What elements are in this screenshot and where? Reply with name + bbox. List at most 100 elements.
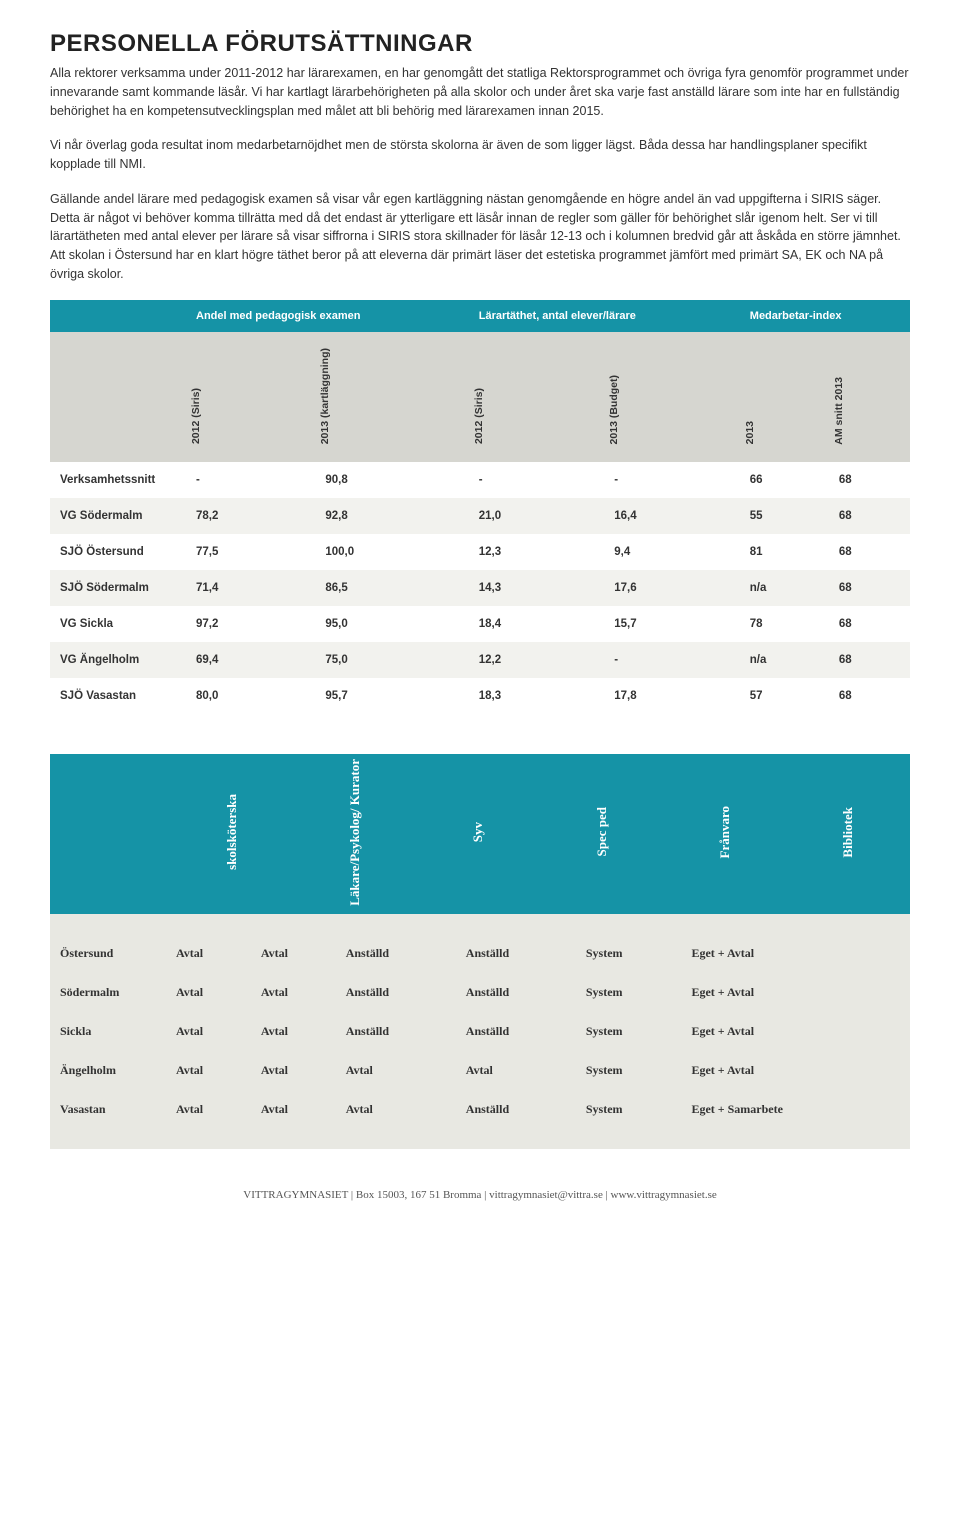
paragraph-2: Vi når överlag goda resultat inom medarb… (50, 136, 910, 174)
cell: 80,0 (190, 678, 319, 714)
t2-col-header-1: skolsköterska (170, 754, 293, 914)
cell: 66 (744, 462, 833, 498)
cell: Eget + Avtal (685, 1012, 910, 1051)
cell: Eget + Avtal (685, 934, 910, 973)
table-2-header-row: skolsköterska Läkare/Psykolog/ Kurator S… (50, 754, 910, 914)
group-header-3: Medarbetar-index (744, 300, 910, 332)
cell: 68 (833, 570, 910, 606)
row-label: VG Södermalm (50, 498, 190, 534)
cell: Avtal (255, 1051, 340, 1090)
table-2: skolsköterska Läkare/Psykolog/ Kurator S… (50, 754, 910, 1149)
t2-col-header-2: Läkare/Psykolog/ Kurator (293, 754, 416, 914)
cell: 100,0 (319, 534, 472, 570)
table-row: VG Södermalm78,292,821,016,45568 (50, 498, 910, 534)
cell: - (190, 462, 319, 498)
cell: Anställd (340, 934, 460, 973)
cell: n/a (744, 642, 833, 678)
cell: Eget + Avtal (685, 973, 910, 1012)
cell: 95,7 (319, 678, 472, 714)
t2-col-header-5: Frånvaro (663, 754, 786, 914)
table-row: SödermalmAvtalAvtalAnställdAnställdSyste… (50, 973, 910, 1012)
row-label: VG Sickla (50, 606, 190, 642)
table-row: VasastanAvtalAvtalAvtalAnställdSystemEge… (50, 1090, 910, 1129)
cell: System (580, 1012, 686, 1051)
cell: - (608, 642, 744, 678)
cell: 57 (744, 678, 833, 714)
t2-col-header-3: Syv (417, 754, 540, 914)
col-header-empty (50, 332, 190, 462)
table-1-col-header-row: 2012 (Siris) 2013 (kartläggning) 2012 (S… (50, 332, 910, 462)
document-page: PERSONELLA FÖRUTSÄTTNINGAR Alla rektorer… (0, 0, 960, 1221)
group-header-empty (50, 300, 190, 332)
cell: Avtal (255, 934, 340, 973)
cell: Anställd (460, 1012, 580, 1051)
cell: System (580, 934, 686, 973)
cell: 68 (833, 642, 910, 678)
cell: Eget + Samarbete (685, 1090, 910, 1129)
cell: 55 (744, 498, 833, 534)
col-header-5: 2013 (744, 332, 833, 462)
col-header-6: AM snitt 2013 (833, 332, 910, 462)
row-label: SJÖ Södermalm (50, 570, 190, 606)
cell: 21,0 (473, 498, 609, 534)
cell: 97,2 (190, 606, 319, 642)
cell: 90,8 (319, 462, 472, 498)
col-header-4: 2013 (Budget) (608, 332, 744, 462)
group-header-1: Andel med pedagogisk examen (190, 300, 473, 332)
table-row: VG Ängelholm69,475,012,2-n/a68 (50, 642, 910, 678)
table-row: VG Sickla97,295,018,415,77868 (50, 606, 910, 642)
row-label: Ängelholm (50, 1051, 170, 1090)
row-label: Vasastan (50, 1090, 170, 1129)
cell: 81 (744, 534, 833, 570)
cell: 68 (833, 606, 910, 642)
table-2-body: ÖstersundAvtalAvtalAnställdAnställdSyste… (50, 934, 910, 1129)
cell: Eget + Avtal (685, 1051, 910, 1090)
cell: - (608, 462, 744, 498)
cell: 86,5 (319, 570, 472, 606)
table-row: ÖstersundAvtalAvtalAnställdAnställdSyste… (50, 934, 910, 973)
cell: 17,8 (608, 678, 744, 714)
cell: 16,4 (608, 498, 744, 534)
cell: 68 (833, 534, 910, 570)
cell: Anställd (460, 1090, 580, 1129)
table-row: SJÖ Vasastan80,095,718,317,85768 (50, 678, 910, 714)
col-header-3: 2012 (Siris) (473, 332, 609, 462)
paragraph-1: Alla rektorer verksamma under 2011-2012 … (50, 64, 910, 120)
row-label: SJÖ Östersund (50, 534, 190, 570)
cell: 95,0 (319, 606, 472, 642)
cell: Avtal (255, 1012, 340, 1051)
table-1-group-header-row: Andel med pedagogisk examen Lärartäthet,… (50, 300, 910, 332)
cell: Avtal (340, 1090, 460, 1129)
group-header-2: Lärartäthet, antal elever/lärare (473, 300, 744, 332)
col-header-2: 2013 (kartläggning) (319, 332, 472, 462)
cell: 9,4 (608, 534, 744, 570)
table-row: ÄngelholmAvtalAvtalAvtalAvtalSystemEget … (50, 1051, 910, 1090)
cell: System (580, 1090, 686, 1129)
row-label: Södermalm (50, 973, 170, 1012)
cell: Avtal (255, 973, 340, 1012)
cell: 77,5 (190, 534, 319, 570)
cell: Anställd (460, 934, 580, 973)
cell: Avtal (460, 1051, 580, 1090)
cell: 68 (833, 462, 910, 498)
table-row: SJÖ Södermalm71,486,514,317,6n/a68 (50, 570, 910, 606)
cell: 78,2 (190, 498, 319, 534)
cell: 69,4 (190, 642, 319, 678)
cell: 92,8 (319, 498, 472, 534)
row-label: Östersund (50, 934, 170, 973)
cell: Avtal (255, 1090, 340, 1129)
page-title: PERSONELLA FÖRUTSÄTTNINGAR (50, 30, 910, 58)
cell: 12,2 (473, 642, 609, 678)
cell: 12,3 (473, 534, 609, 570)
cell: 17,6 (608, 570, 744, 606)
cell: 14,3 (473, 570, 609, 606)
table-row: SJÖ Östersund77,5100,012,39,48168 (50, 534, 910, 570)
paragraph-3: Gällande andel lärare med pedagogisk exa… (50, 190, 910, 284)
cell: 18,4 (473, 606, 609, 642)
cell: System (580, 973, 686, 1012)
cell: Avtal (170, 934, 255, 973)
cell: Avtal (170, 973, 255, 1012)
t2-col-header-4: Spec ped (540, 754, 663, 914)
cell: Avtal (340, 1051, 460, 1090)
cell: Anställd (340, 973, 460, 1012)
